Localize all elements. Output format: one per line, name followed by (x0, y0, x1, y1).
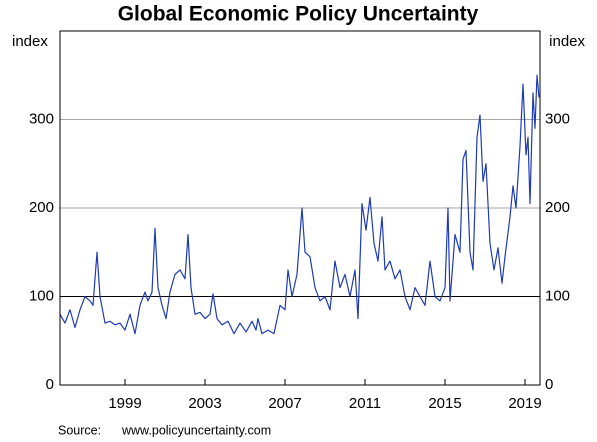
y-tick-label: 0 (46, 376, 54, 393)
x-tick-label: 1999 (108, 395, 141, 412)
x-tick-label: 2019 (508, 395, 541, 412)
y2-tick-label: 0 (545, 376, 553, 393)
y-tick-label: 100 (29, 287, 54, 304)
y-tick-label: 300 (29, 110, 54, 127)
y-tick-label: 200 (29, 199, 54, 216)
x-tick-label: 2003 (188, 395, 221, 412)
y2-tick-label: 300 (545, 110, 570, 127)
data-line (59, 74, 540, 335)
chart-title: Global Economic Policy Uncertainty (118, 3, 479, 26)
source-label: Source: (58, 423, 101, 437)
y2-axis-label: index (549, 33, 585, 50)
source-text: www.policyuncertainty.com (121, 423, 271, 437)
y-axis-label: index (12, 33, 48, 50)
x-tick-label: 2015 (428, 395, 461, 412)
plot-frame (59, 30, 541, 386)
y2-tick-label: 200 (545, 199, 570, 216)
y2-tick-label: 100 (545, 287, 570, 304)
x-tick-label: 2007 (268, 395, 301, 412)
x-tick-label: 2011 (349, 395, 381, 412)
